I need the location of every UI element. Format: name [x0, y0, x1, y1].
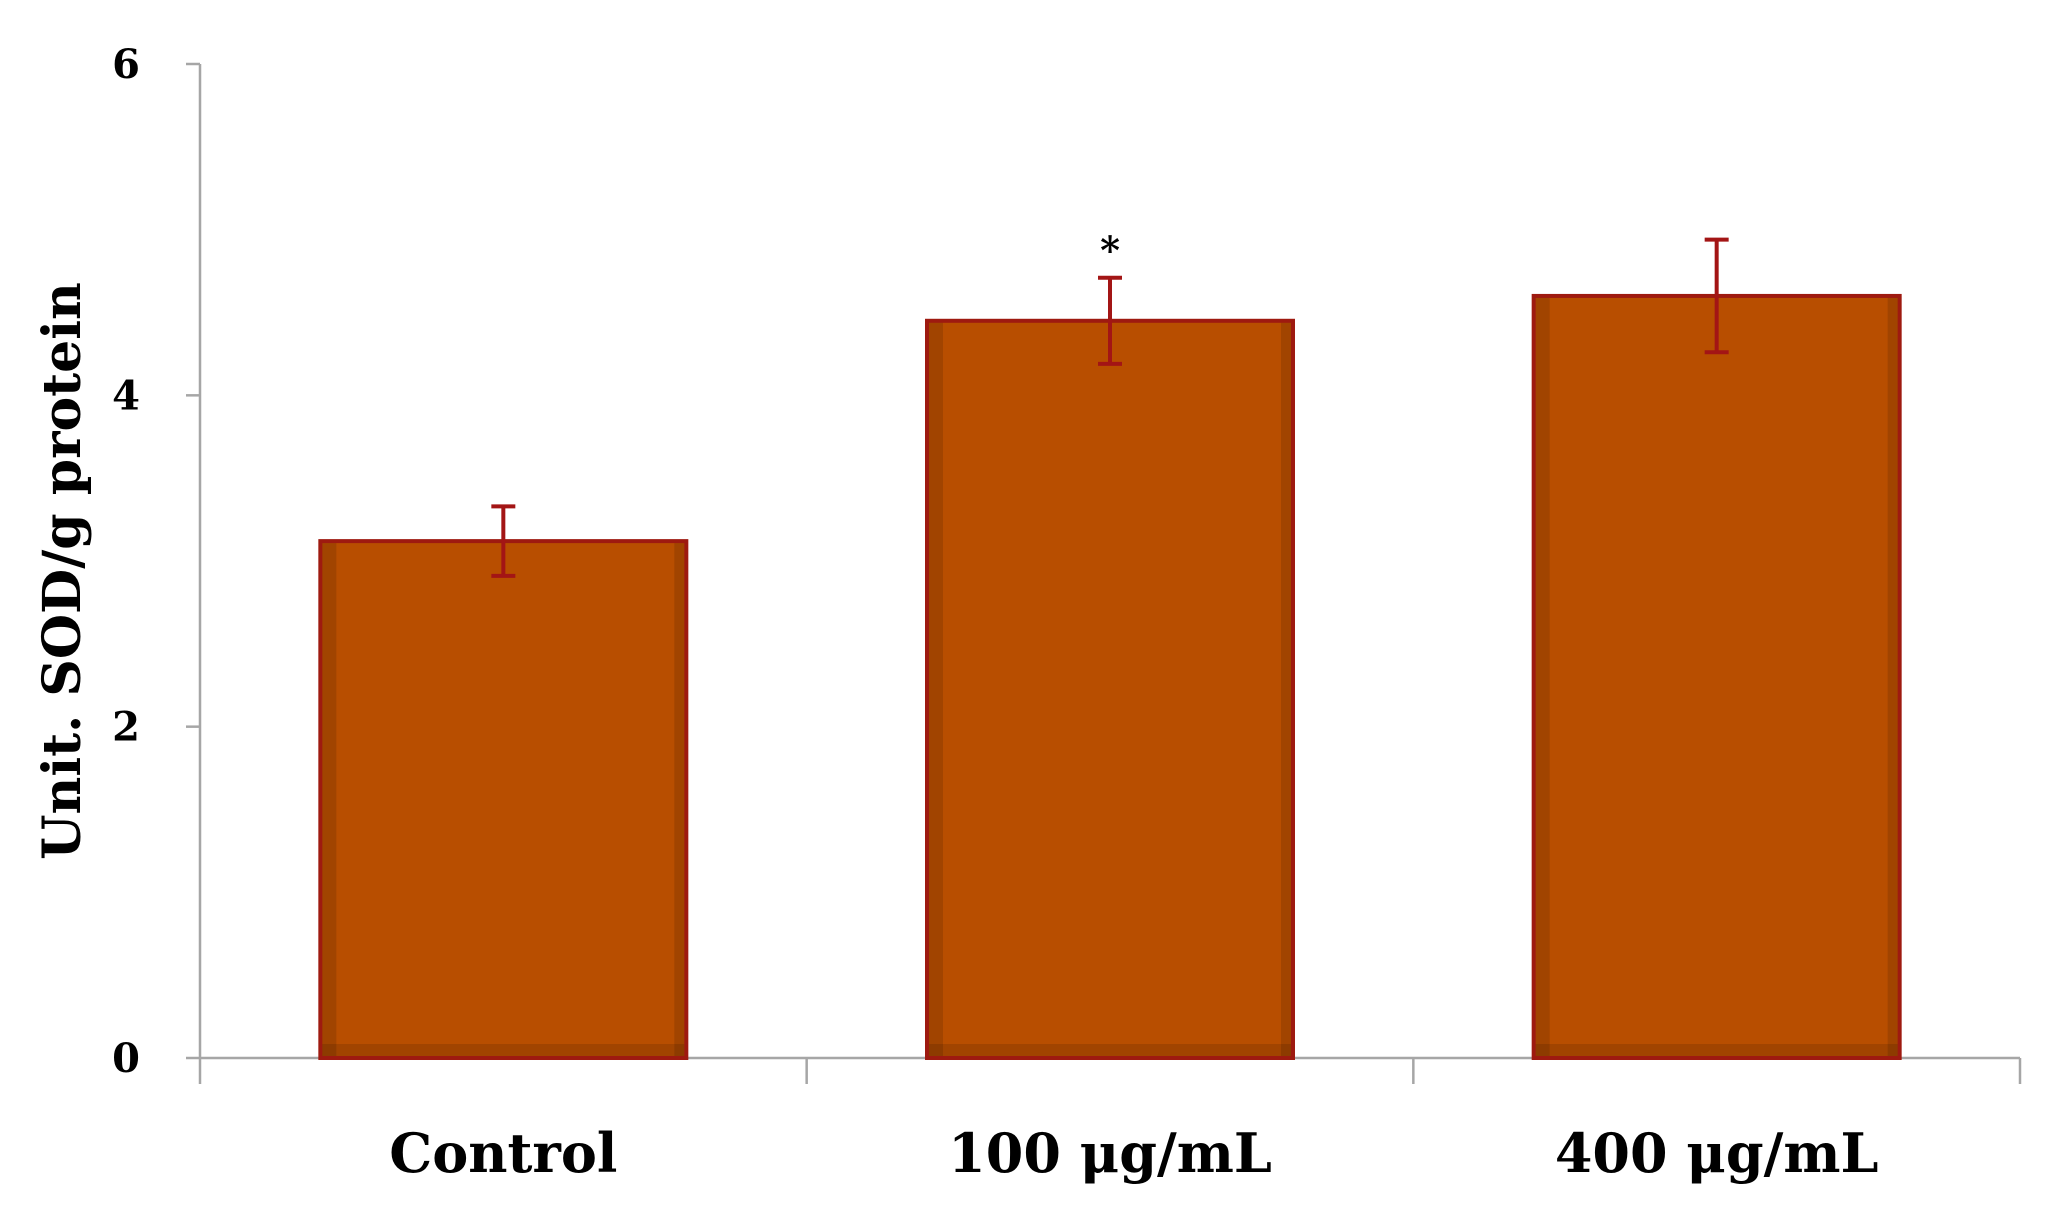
- y-tick-label: 4: [112, 372, 140, 419]
- bar-3: [1531, 293, 1902, 1060]
- x-category-label: 100 μg/mL: [948, 1121, 1272, 1185]
- bar-1: [318, 539, 689, 1060]
- y-tick-label: 0: [112, 1035, 140, 1082]
- bar-2: [925, 318, 1295, 1060]
- y-axis-title: Unit. SOD/g protein: [32, 282, 93, 860]
- y-axis: 0 2 4 6: [112, 41, 202, 1082]
- bars: [318, 293, 1902, 1060]
- labels: Control * 100 μg/mL 400 μg/mL: [389, 228, 1878, 1185]
- x-category-label: 400 μg/mL: [1555, 1121, 1879, 1185]
- y-tick-label: 6: [112, 41, 140, 88]
- x-axis: [198, 1056, 2022, 1084]
- x-category-label: Control: [389, 1121, 617, 1185]
- y-tick-label: 2: [112, 704, 140, 751]
- significance-asterisk: *: [1100, 228, 1120, 273]
- error-bars: [491, 237, 1729, 578]
